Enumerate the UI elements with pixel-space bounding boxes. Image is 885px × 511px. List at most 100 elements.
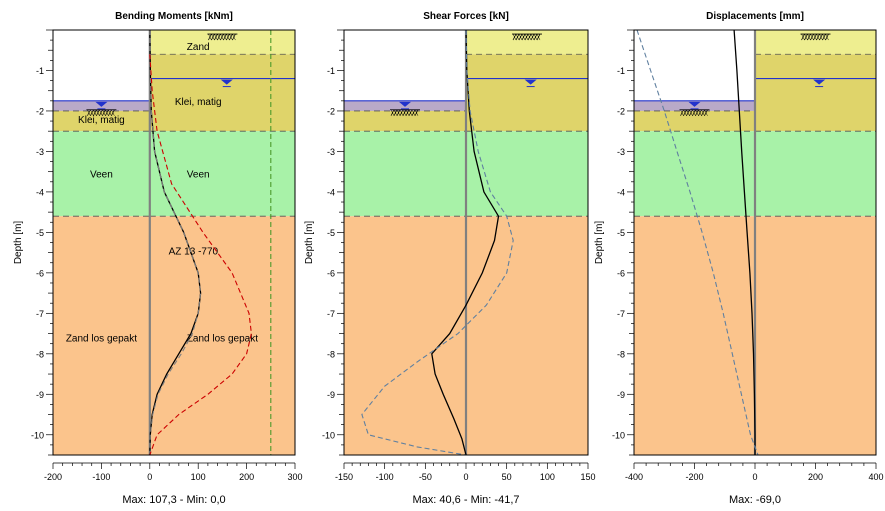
y-axis-label: Depth [m]	[594, 221, 605, 265]
hatch-stroke	[229, 33, 233, 41]
y-tick-label: -4	[327, 187, 335, 197]
x-tick-label: -50	[419, 472, 432, 482]
water-level-icon	[399, 101, 411, 107]
y-tick-label: -2	[327, 106, 335, 116]
y-tick-label: -4	[617, 187, 625, 197]
x-tick-label: 50	[502, 472, 512, 482]
hatch-stroke	[521, 33, 526, 41]
hatch-stroke	[680, 109, 684, 116]
hatch-stroke	[402, 109, 407, 116]
soil-layer-right	[466, 216, 588, 455]
hatch-stroke	[211, 33, 215, 41]
soil-layer-right	[755, 54, 876, 132]
hatch-stroke	[214, 33, 218, 41]
hatch-stroke	[813, 33, 817, 41]
hatch-stroke	[695, 109, 699, 116]
soil-layer-right	[466, 30, 588, 55]
hatch-stroke	[524, 33, 529, 41]
layer-label: Klei, matig	[78, 115, 125, 126]
hatch-stroke	[411, 109, 416, 116]
y-tick-label: -2	[617, 106, 625, 116]
y-tick-label: -7	[327, 309, 335, 319]
x-tick-label: -150	[335, 472, 353, 482]
hatch-stroke	[683, 109, 687, 116]
y-tick-label: -10	[31, 430, 44, 440]
panel-3: -1 -2 -3 -4 -5 -6 -7 -8 -9 -10 -400 -200 0 200 400 Disp…	[594, 11, 884, 506]
hatch-stroke	[689, 109, 693, 116]
hatch-stroke	[90, 109, 94, 116]
y-tick-label: -1	[36, 66, 44, 76]
hatch-stroke	[686, 109, 690, 116]
panel-2: -1 -2 -3 -4 -5 -6 -7 -8 -9 -10 -150 -100 -50 0 50 100 15…	[304, 11, 596, 506]
soil-layer-left	[634, 110, 755, 132]
chart-title: Displacements [mm]	[706, 11, 804, 22]
hatch-stroke	[393, 109, 398, 116]
y-tick-label: -8	[36, 349, 44, 359]
hatch-stroke	[232, 33, 236, 41]
hatch-stroke	[512, 33, 517, 41]
hatch-stroke	[807, 33, 811, 41]
chart-title: Bending Moments [kNm]	[115, 11, 233, 22]
soil-layer-left	[344, 110, 466, 132]
water-level-icon	[95, 101, 108, 107]
x-tick-label: 0	[752, 472, 757, 482]
y-tick-label: -1	[617, 66, 625, 76]
water-level-icon	[813, 79, 826, 85]
soil-layer-right	[149, 131, 295, 217]
x-tick-label: -100	[92, 472, 110, 482]
y-tick-label: -6	[36, 268, 44, 278]
x-tick-label: 150	[580, 472, 595, 482]
x-tick-label: -200	[44, 472, 62, 482]
ground-surface-icon	[512, 33, 542, 41]
soil-layer-left	[344, 131, 466, 217]
chart-footer: Max: 40,6 - Min: -41,7	[413, 494, 520, 506]
ground-surface-icon	[390, 109, 420, 116]
y-tick-label: -8	[327, 349, 335, 359]
hatch-stroke	[408, 109, 413, 116]
y-tick-label: -3	[617, 147, 625, 157]
y-tick-label: -7	[617, 309, 625, 319]
hatch-stroke	[220, 33, 224, 41]
y-tick-label: -2	[36, 106, 44, 116]
series-line-2	[361, 29, 514, 456]
x-tick-label: 200	[808, 472, 823, 482]
x-tick-label: 300	[287, 472, 302, 482]
x-tick-label: -200	[685, 472, 703, 482]
excavation-air	[344, 30, 466, 100]
series-line-1	[733, 29, 756, 455]
hatch-stroke	[96, 109, 100, 116]
series-line-1	[431, 29, 500, 456]
hatch-stroke	[396, 109, 401, 116]
y-tick-label: -5	[617, 228, 625, 238]
x-tick-label: 100	[191, 472, 206, 482]
hatch-stroke	[93, 109, 97, 116]
y-tick-label: -6	[617, 268, 625, 278]
excavation-air	[53, 30, 150, 100]
soil-layer-left	[634, 216, 755, 455]
hatch-stroke	[527, 33, 532, 41]
hatch-stroke	[536, 33, 541, 41]
soil-layer-right	[755, 216, 876, 455]
hatch-stroke	[102, 109, 106, 116]
chart-footer: Max: 107,3 - Min: 0,0	[122, 494, 225, 506]
hatch-stroke	[405, 109, 410, 116]
hatch-stroke	[208, 33, 212, 41]
y-tick-label: -9	[327, 390, 335, 400]
hatch-stroke	[704, 109, 708, 116]
x-tick-label: 0	[147, 472, 152, 482]
hatch-stroke	[804, 33, 808, 41]
hatch-stroke	[801, 33, 805, 41]
y-tick-label: -10	[322, 430, 335, 440]
soil-layer-right	[466, 54, 588, 132]
hatch-stroke	[701, 109, 705, 116]
hatch-stroke	[518, 33, 523, 41]
layer-label: Veen	[187, 170, 210, 181]
hatch-stroke	[414, 109, 419, 116]
hatch-stroke	[111, 109, 115, 116]
layer-label: Zand los gepakt	[187, 334, 258, 345]
hatch-stroke	[217, 33, 221, 41]
panel-1: Zand Klei, matig Klei, matig Veen Veen AZ 13 …	[13, 11, 303, 506]
hatch-stroke	[698, 109, 702, 116]
y-tick-label: -10	[612, 430, 625, 440]
